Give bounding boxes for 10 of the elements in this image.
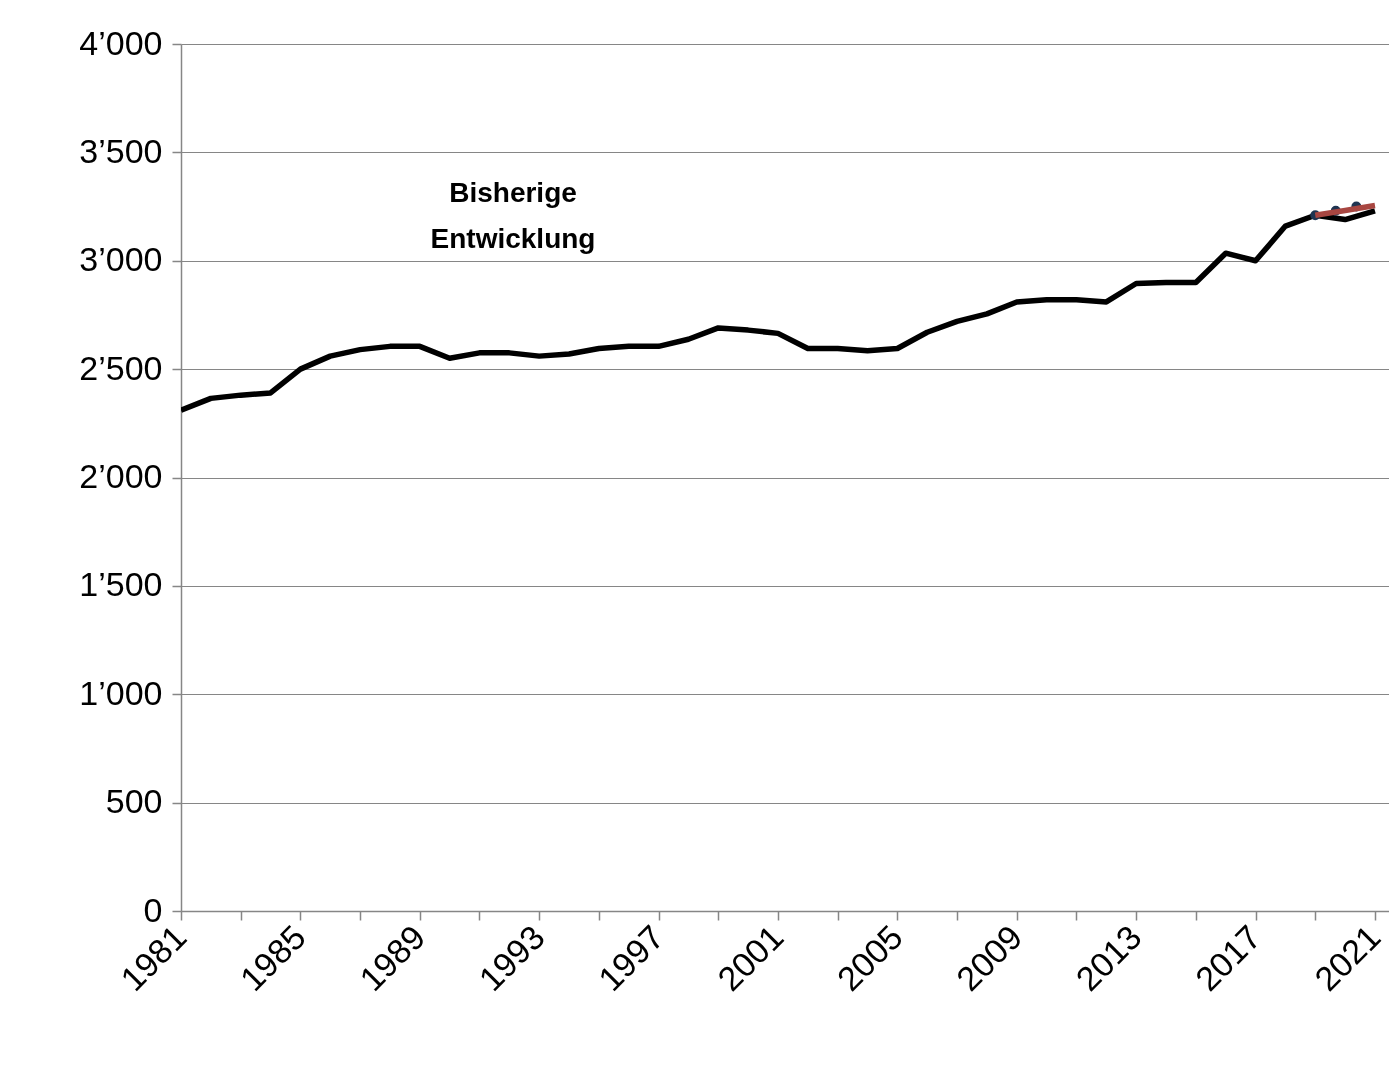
annotation: Bisherige Entwicklung xyxy=(430,177,596,254)
y-tick-label: 4’000 xyxy=(79,23,163,62)
y-tick-label: 500 xyxy=(105,782,163,821)
y-tick-label: 2’500 xyxy=(79,348,163,387)
y-tick-label: 3’000 xyxy=(79,240,163,279)
y-tick-label: 0 xyxy=(143,890,163,929)
y-tick-label: 2’000 xyxy=(79,457,163,495)
y-tick-label: 3’500 xyxy=(79,131,163,170)
y-tick-label: 1’500 xyxy=(79,565,163,604)
y-tick-label: 1’000 xyxy=(79,673,163,712)
